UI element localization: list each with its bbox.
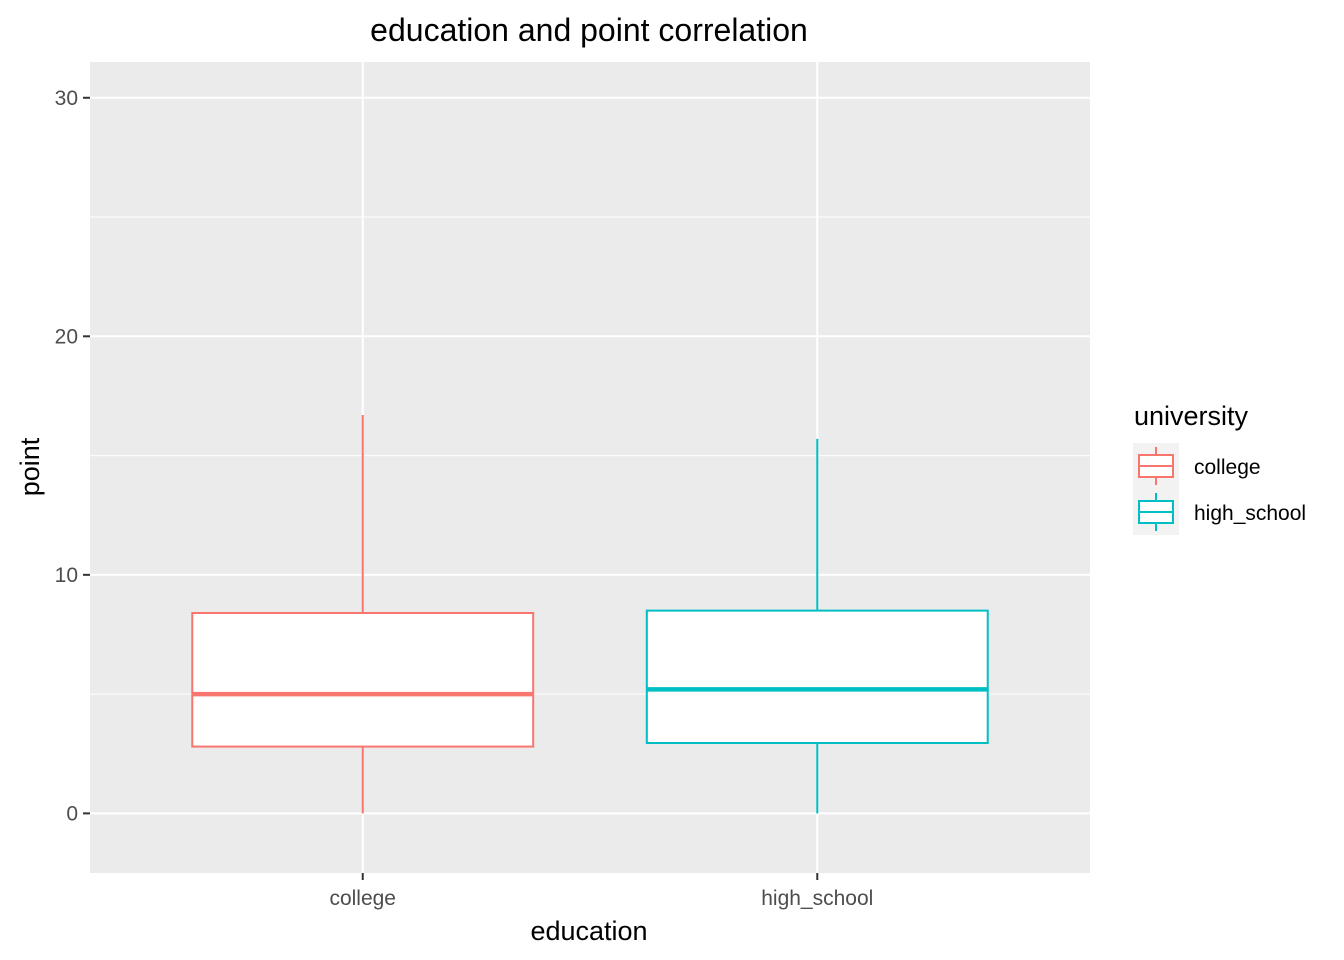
x-axis-title: education (530, 916, 647, 946)
box-college (191, 415, 535, 814)
legend-title: university (1134, 401, 1249, 431)
iqr-box (191, 612, 535, 748)
legend-item-college: college (1133, 443, 1261, 489)
y-tick-label: 30 (55, 87, 78, 110)
box-high_school (645, 438, 989, 814)
legend-item-high_school: high_school (1133, 489, 1306, 535)
iqr-box (645, 609, 989, 745)
y-axis-title: point (15, 437, 45, 496)
legend-label: high_school (1194, 502, 1306, 525)
x-tick-label: high_school (761, 887, 873, 910)
plot-panel (90, 62, 1090, 873)
legend: university college high_school (1133, 401, 1306, 535)
y-axis: 0 10 20 30 (55, 87, 90, 825)
y-tick-label: 10 (55, 564, 78, 587)
y-tick-label: 20 (55, 325, 78, 348)
x-axis: college high_school (329, 873, 873, 910)
x-tick-label: college (329, 887, 396, 910)
box-series (191, 415, 989, 814)
legend-label: college (1194, 456, 1261, 479)
y-tick-label: 0 (66, 802, 78, 825)
chart-title: education and point correlation (370, 12, 808, 48)
